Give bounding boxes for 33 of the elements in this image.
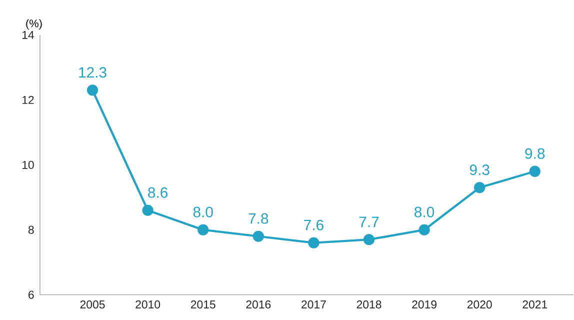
point xyxy=(86,84,98,96)
y-tick-label: 10 xyxy=(22,160,34,170)
data-label: 12.3 xyxy=(79,67,106,78)
data-label: 9.8 xyxy=(525,148,545,159)
y-tick-label: 6 xyxy=(28,290,34,299)
x-tick-label: 2020 xyxy=(467,300,492,309)
y-tick-label: 8 xyxy=(28,226,34,234)
point xyxy=(418,224,430,236)
x-tick-label: 2021 xyxy=(522,300,548,309)
x-tick-label: 2016 xyxy=(246,300,271,309)
x-tick-label: 2015 xyxy=(190,300,216,309)
data-label: 7.6 xyxy=(304,220,324,230)
point xyxy=(308,237,320,249)
y-axis-title: (%) xyxy=(26,19,42,30)
point xyxy=(529,166,540,178)
point xyxy=(474,182,486,194)
data-label: 7.7 xyxy=(359,216,379,228)
x-tick-label: 2005 xyxy=(80,300,105,309)
y-tick-label: 12 xyxy=(22,96,34,104)
x-tick-label: 2018 xyxy=(356,300,382,309)
data-label: 8.0 xyxy=(193,206,213,218)
point xyxy=(363,234,375,246)
point xyxy=(252,230,264,242)
point xyxy=(198,224,209,236)
data-label: 8.0 xyxy=(414,206,434,218)
data-label: 9.3 xyxy=(470,164,490,176)
y-tick-label: 14 xyxy=(22,31,34,40)
x-tick-label: 2010 xyxy=(136,300,160,309)
data-label: 7.8 xyxy=(248,213,268,224)
data-label: 8.6 xyxy=(148,187,168,198)
point xyxy=(142,204,154,216)
x-tick-label: 2017 xyxy=(302,300,326,309)
x-tick-label: 2019 xyxy=(412,300,436,309)
